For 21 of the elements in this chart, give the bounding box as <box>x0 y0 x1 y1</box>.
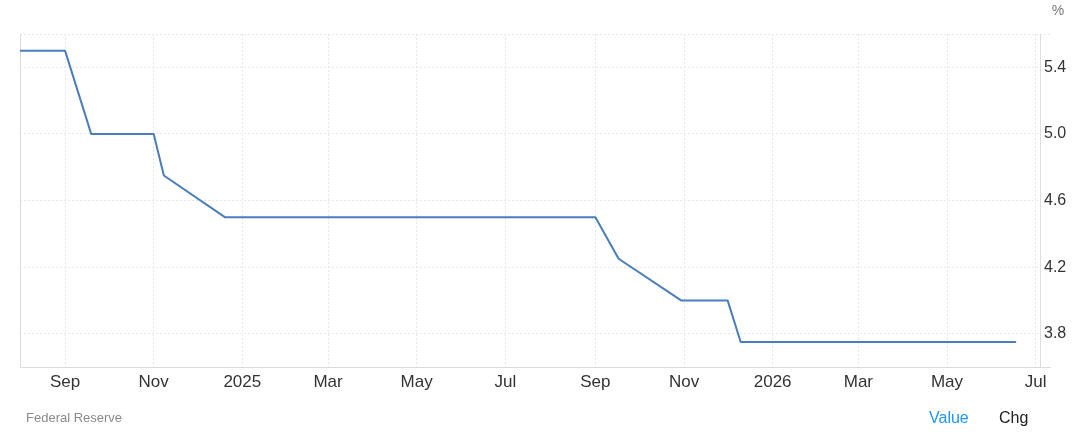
x-tick-label: Mar <box>313 371 344 391</box>
x-tick-label: Sep <box>580 371 611 391</box>
x-tick-label: May <box>930 371 964 391</box>
text: Value <box>929 409 969 427</box>
x-tick-label: Nov <box>668 371 700 391</box>
x-tick-label: 2026 <box>753 371 792 391</box>
text: Chg <box>999 409 1029 427</box>
x-tick-label: May <box>400 371 434 391</box>
x-tick-label: Sep <box>49 371 81 391</box>
x-tick-label: Jul <box>1024 371 1047 391</box>
y-tick-label: 4.6 <box>1044 190 1067 208</box>
y-axis-title: % <box>1051 1 1065 18</box>
y-tick-label: 3.8 <box>1044 324 1067 342</box>
x-tick-label: Nov <box>138 371 170 391</box>
x-tick-label: 2025 <box>223 371 262 391</box>
x-tick-label: Mar <box>843 371 874 391</box>
text: Federal Reserve <box>26 409 123 425</box>
y-tick-label: 4.2 <box>1044 257 1067 275</box>
y-tick-label: 5.0 <box>1044 124 1067 142</box>
x-tick-label: Jul <box>494 371 517 391</box>
y-tick-label: 5.4 <box>1044 57 1067 75</box>
